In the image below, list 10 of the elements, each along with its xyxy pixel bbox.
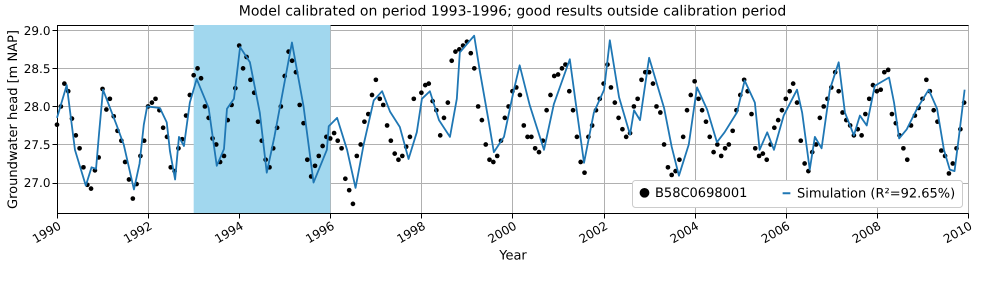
chart-title: Model calibrated on period 1993-1996; good results outside calibration period — [238, 3, 786, 20]
y-axis-title: Groundwater head [m NAP] — [6, 30, 21, 209]
y-tick-label: 29.0 — [24, 24, 50, 38]
y-tick-label: 27.5 — [24, 138, 50, 152]
x-axis-title: Year — [498, 248, 528, 264]
y-tick-label: 27.0 — [24, 176, 50, 190]
legend-label: B58C0698001 — [655, 186, 748, 201]
y-tick-label: 28.0 — [24, 100, 50, 114]
legend-label: Simulation (R²=92.65%) — [797, 186, 956, 202]
y-tick-label: 28.5 — [24, 62, 50, 76]
